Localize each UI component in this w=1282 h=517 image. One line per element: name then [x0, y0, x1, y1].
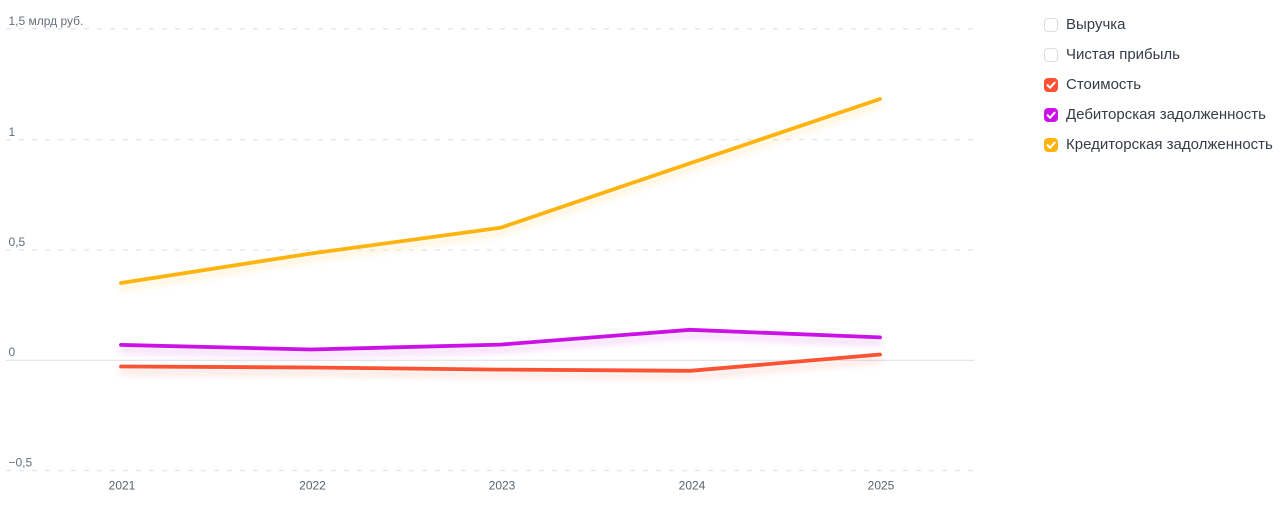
svg-text:2021: 2021: [109, 479, 136, 493]
svg-text:1: 1: [9, 125, 16, 139]
svg-text:2025: 2025: [868, 479, 895, 493]
svg-text:2024: 2024: [679, 479, 706, 493]
svg-text:−0,5: −0,5: [9, 455, 33, 469]
svg-text:1,5 млрд руб.: 1,5 млрд руб.: [9, 14, 84, 28]
svg-text:2023: 2023: [489, 479, 516, 493]
svg-text:0: 0: [9, 345, 16, 359]
svg-text:0,5: 0,5: [9, 235, 26, 249]
svg-text:2022: 2022: [299, 479, 326, 493]
